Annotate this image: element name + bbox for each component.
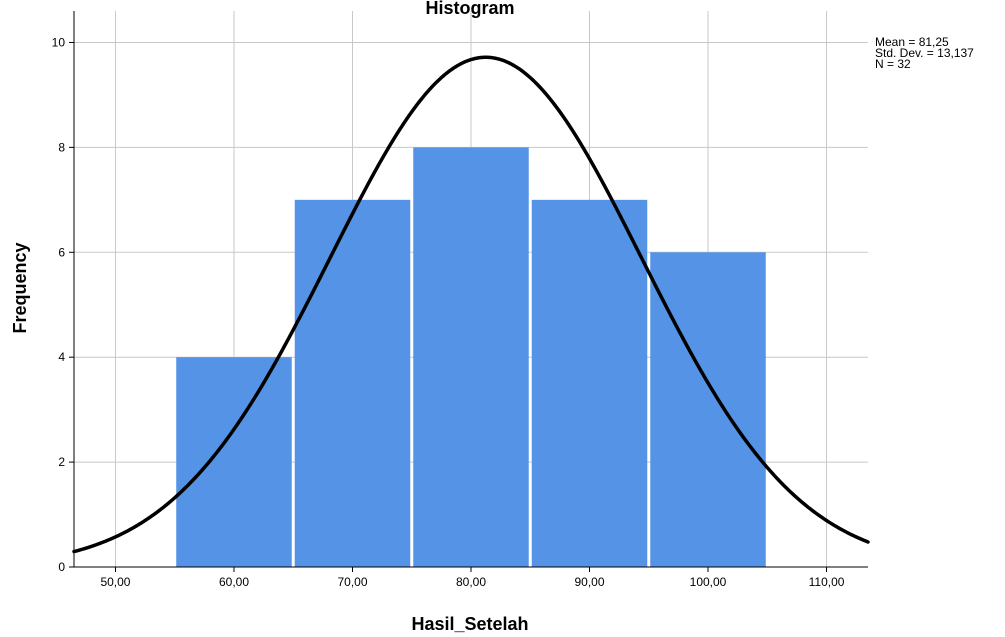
x-tick-labels: 50,00 60,00 70,00 80,00 90,00 100,00 110,00: [100, 567, 845, 589]
y-tick-label-5: 10: [52, 35, 66, 49]
bar-2: [413, 147, 529, 567]
x-tick-label-4: 90,00: [574, 575, 604, 589]
x-tick-label-3: 80,00: [456, 575, 486, 589]
y-axis-label: Frequency: [10, 242, 30, 333]
bar-4: [650, 252, 766, 567]
stats-line-1: Std. Dev. = 13,137: [875, 46, 974, 60]
bar-1: [294, 199, 411, 567]
y-tick-label-2: 4: [58, 350, 65, 364]
x-tick-label-5: 100,00: [690, 575, 727, 589]
chart-title: Histogram: [425, 0, 514, 18]
y-tick-labels: 0 2 4 6 8 10: [52, 35, 74, 574]
x-tick-label-1: 60,00: [219, 575, 249, 589]
y-tick-label-1: 2: [58, 455, 65, 469]
y-tick-label-3: 6: [58, 245, 65, 259]
y-tick-label-4: 8: [58, 140, 65, 154]
x-axis-label: Hasil_Setelah: [411, 614, 528, 634]
bar-0: [176, 357, 292, 567]
normal-curve: [72, 55, 870, 554]
x-tick-label-6: 110,00: [809, 575, 845, 589]
stats-line-2: N = 32: [875, 57, 911, 71]
stats-line-0: Mean = 81,25: [875, 35, 949, 49]
y-tick-label-0: 0: [58, 560, 65, 574]
histogram-bars: [176, 147, 766, 567]
x-tick-label-2: 70,00: [337, 575, 367, 589]
bar-3: [531, 199, 648, 567]
x-tick-label-0: 50,00: [100, 575, 130, 589]
